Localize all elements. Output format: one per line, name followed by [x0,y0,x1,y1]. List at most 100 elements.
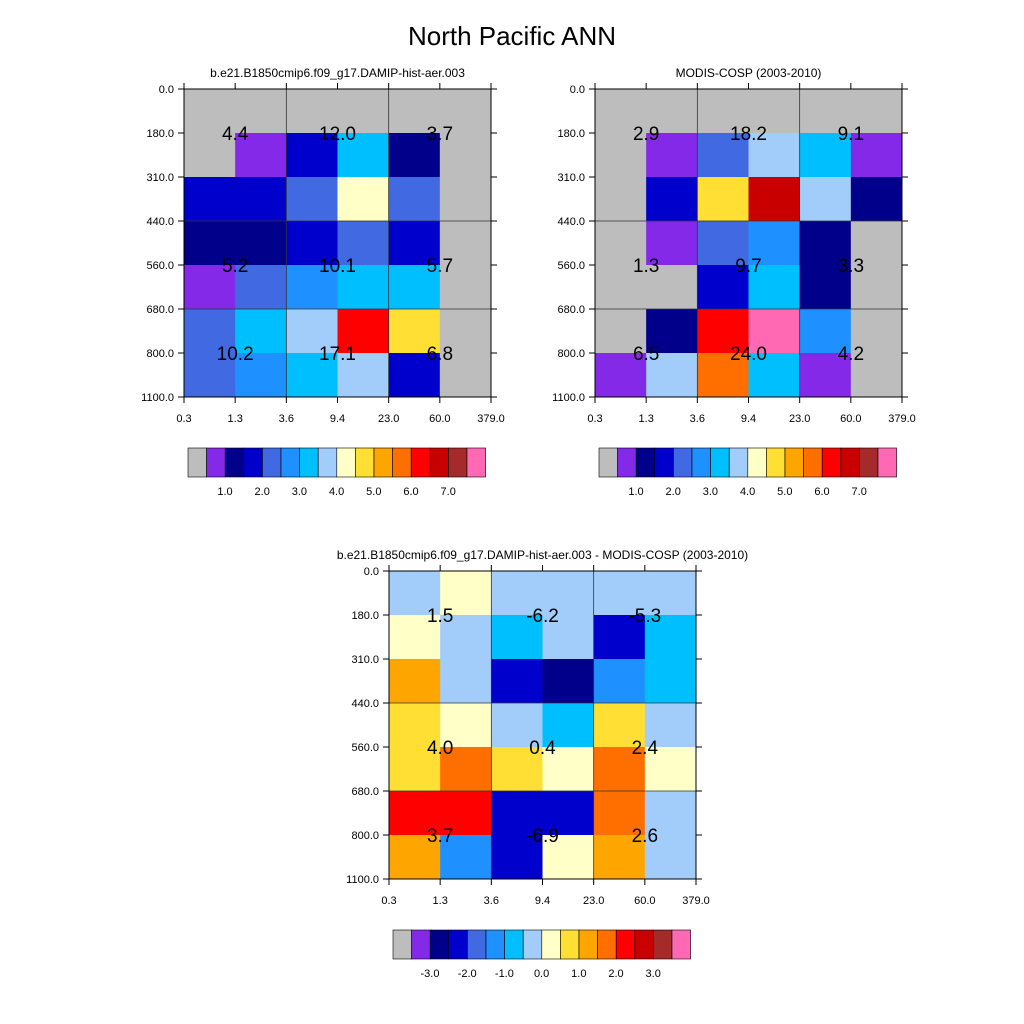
y-tick-label: 800.0 [146,348,174,360]
colorbar-swatch [392,447,412,478]
colorbar-swatch [803,447,823,478]
heatmap-cell [593,615,646,660]
x-tick-label: 9.4 [535,895,550,907]
x-tick-label: 0.3 [381,895,396,907]
y-tick-label: 560.0 [351,742,379,754]
heatmap-cell [697,221,749,266]
colorbar-swatch [504,929,524,960]
y-tick-label: 310.0 [557,172,585,184]
colorbar-label: 6.0 [814,486,829,498]
colorbar-swatch [262,447,282,478]
heatmap-cell [184,353,236,398]
heatmap-cell [337,309,390,354]
x-tick-label: 1.3 [433,895,448,907]
heatmap-cell [286,309,338,354]
heatmap-cell [595,265,647,310]
heatmap-panel-3: b.e21.B1850cmip6.f09_g17.DAMIP-hist-aer.… [337,548,748,980]
heatmap-cell [799,221,852,266]
heatmap-cell [850,177,903,222]
figure-title: North Pacific ANN [408,21,616,51]
heatmap-cell [491,835,543,880]
heatmap-cell [850,309,903,354]
panels: b.e21.B1850cmip6.f09_g17.DAMIP-hist-aer.… [141,66,916,980]
colorbar-swatch [206,447,226,478]
heatmap-cell [388,177,441,222]
heatmap-cell [748,265,801,310]
colorbar-swatch [635,447,656,478]
heatmap-cell [440,571,492,616]
heatmap-cell [850,265,903,310]
heatmap-cell [595,221,647,266]
panel-title: b.e21.B1850cmip6.f09_g17.DAMIP-hist-aer.… [210,66,465,80]
panel-title: b.e21.B1850cmip6.f09_g17.DAMIP-hist-aer.… [337,548,748,562]
colorbar-label: 7.0 [852,486,867,498]
x-tick-label: 9.4 [741,413,756,425]
colorbar-swatch [766,447,786,478]
heatmap-cell [337,221,390,266]
heatmap-cell [748,309,801,354]
x-tick-label: 3.6 [484,895,499,907]
colorbar-label: -2.0 [458,968,477,980]
heatmap-cell [491,747,543,792]
heatmap-cell [644,791,697,836]
colorbar-swatch [466,447,486,478]
x-tick-label: 23.0 [378,413,399,425]
heatmap-cell [389,659,441,704]
colorbar-label: 1.0 [217,486,232,498]
heatmap-cell [595,89,647,134]
colorbar-label: 3.0 [646,968,661,980]
overlay-value: 12.0 [319,124,356,145]
overlay-value: 9.1 [838,124,864,145]
heatmap-cell [440,703,492,748]
heatmap-cell [235,89,287,134]
colorbar-swatch [859,447,879,478]
heatmap-cell [440,747,492,792]
heatmap-cell [337,133,390,178]
colorbar-label: 0.0 [534,968,549,980]
heatmap-cell [286,221,338,266]
heatmap-cell [235,177,287,222]
colorbar-label: 1.0 [628,486,643,498]
y-tick-label: 1100.0 [346,874,379,886]
heatmap-cell [439,309,492,354]
heatmap-cell [184,221,236,266]
heatmap-cell [593,703,646,748]
overlay-value: 9.7 [735,256,761,277]
colorbar-swatch [429,929,450,960]
colorbar-label: 2.0 [608,968,623,980]
heatmap-cell [440,659,492,704]
heatmap-cell [593,571,646,616]
colorbar-swatch [392,929,412,960]
heatmap-cell [491,791,543,836]
heatmap-cell [491,659,543,704]
y-tick-label: 440.0 [557,216,585,228]
heatmap-cell [850,133,903,178]
y-tick-label: 0.0 [159,84,174,96]
y-tick-label: 800.0 [351,830,379,842]
heatmap-cell [542,703,595,748]
colorbar-label: 6.0 [403,486,418,498]
heatmap-cell [389,571,441,616]
heatmap-cell [593,747,646,792]
y-tick-label: 680.0 [557,304,585,316]
overlay-value: 10.1 [319,256,356,277]
heatmap-cell [697,353,749,398]
colorbar-swatch [617,447,637,478]
heatmap-cell [235,221,287,266]
heatmap-cell [235,265,287,310]
overlay-value: 0.4 [529,738,556,759]
heatmap-cell [439,133,492,178]
x-tick-label: 23.0 [789,413,810,425]
heatmap-cell [389,615,441,660]
colorbar-swatch [280,447,300,478]
colorbar-label: 5.0 [777,486,792,498]
x-tick-label: 0.3 [176,413,191,425]
overlay-value: 3.3 [838,256,864,277]
overlay-value: 2.4 [632,738,659,759]
y-tick-label: 310.0 [146,172,174,184]
heatmap-cell [644,571,697,616]
y-tick-label: 440.0 [146,216,174,228]
overlay-value: -6.9 [526,826,559,847]
colorbar-swatch [522,929,543,960]
